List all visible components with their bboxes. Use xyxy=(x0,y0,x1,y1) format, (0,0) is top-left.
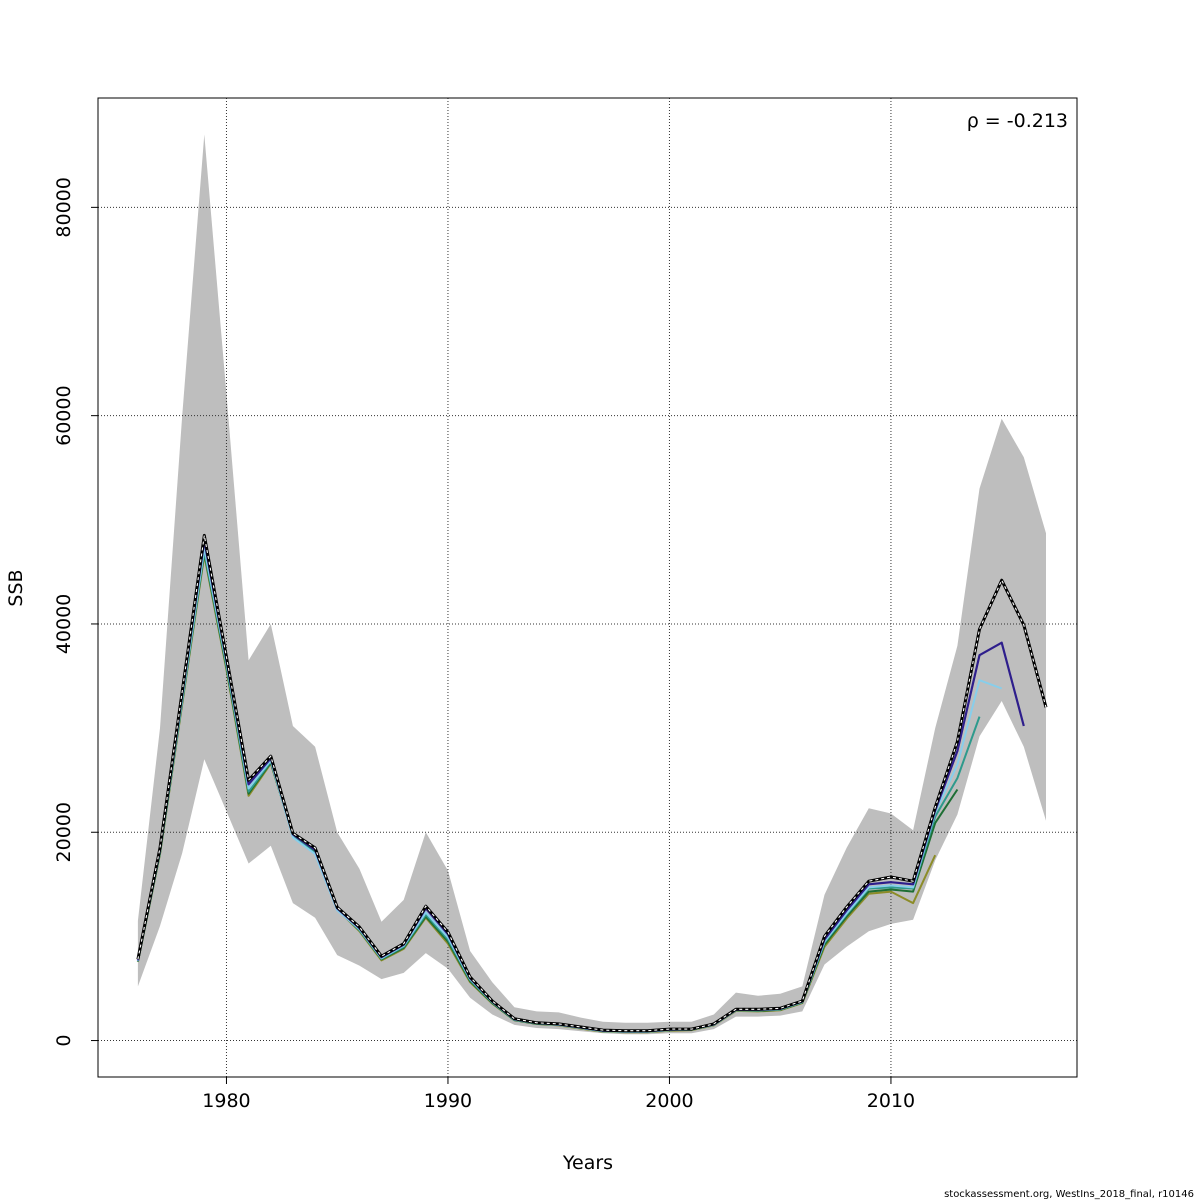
series-line-0-dash xyxy=(137,535,1047,1032)
y-tick-label-60000: 60000 xyxy=(53,385,75,445)
footer-credit: stockassessment.org, WestIns_2018_final,… xyxy=(944,1189,1194,1200)
y-tick-label-80000: 80000 xyxy=(53,177,75,237)
series-layer xyxy=(136,533,1048,1034)
grid-layer xyxy=(98,98,1077,1077)
plot-frame xyxy=(97,97,1078,1078)
axes-layer: 1980 1990 2000 2010 0 20000 40000 60000 80000 xyxy=(53,177,915,1112)
y-tick-label-40000: 40000 xyxy=(53,594,75,654)
x-tick-label-2010: 2010 xyxy=(867,1090,915,1112)
rho-annotation: ρ = -0.213 xyxy=(967,110,1068,132)
x-axis-label: Years xyxy=(562,1152,613,1174)
x-tick-label-2000: 2000 xyxy=(645,1090,693,1112)
y-axis-label: SSB xyxy=(5,569,27,606)
x-tick-label-1990: 1990 xyxy=(424,1090,472,1112)
confidence-band xyxy=(137,134,1046,1035)
confidence-band-layer xyxy=(137,134,1046,1035)
y-tick-label-0: 0 xyxy=(53,1035,75,1047)
x-tick-label-1980: 1980 xyxy=(202,1090,250,1112)
y-tick-label-20000: 20000 xyxy=(53,802,75,862)
